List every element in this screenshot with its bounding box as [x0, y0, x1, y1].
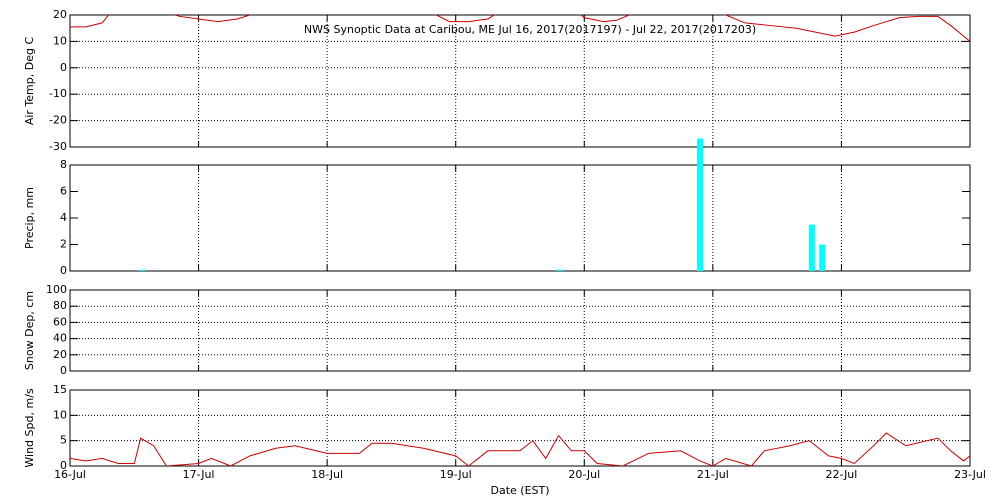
chart-title: NWS Synoptic Data at Caribou, ME Jul 16,…: [304, 23, 756, 36]
y-tick-label: -30: [49, 140, 67, 153]
y-tick-label: -20: [49, 114, 67, 127]
y-axis-label: Precip, mm: [23, 187, 36, 249]
y-tick-label: 0: [60, 61, 67, 74]
precip-bar: [808, 224, 815, 271]
y-tick-label: 100: [46, 283, 67, 296]
y-tick-label: 20: [53, 348, 67, 361]
x-tick-label: 22-Jul: [825, 468, 857, 481]
plot-frame: [69, 389, 971, 467]
y-tick-label: 40: [53, 332, 67, 345]
y-tick-label: 10: [53, 408, 67, 421]
y-tick-label: 0: [60, 264, 67, 277]
plot-frame: [69, 164, 971, 272]
y-tick-label: 6: [60, 185, 67, 198]
y-tick-label: 10: [53, 34, 67, 47]
y-tick-label: 4: [60, 211, 67, 224]
y-tick-label: 0: [60, 459, 67, 472]
x-axis-label: Date (EST): [490, 484, 549, 497]
x-tick-label: 23-Jul: [954, 468, 986, 481]
y-tick-label: 2: [60, 238, 67, 251]
precip-bar: [139, 269, 145, 271]
y-tick-label: 20: [53, 8, 67, 21]
y-tick-label: 60: [53, 315, 67, 328]
precip-bar: [819, 244, 826, 271]
y-axis-label: Snow Dep, cm: [23, 291, 36, 370]
y-axis-label: Wind Spd, m/s: [23, 388, 36, 468]
x-tick-label: 18-Jul: [311, 468, 343, 481]
plot-frame: [69, 289, 971, 372]
y-tick-label: 80: [53, 299, 67, 312]
precip-bar: [556, 269, 563, 271]
x-tick-label: 16-Jul: [54, 468, 86, 481]
y-tick-label: 15: [53, 383, 67, 396]
y-tick-label: 5: [60, 434, 67, 447]
y-axis-label: Air Temp, Deg C: [23, 37, 36, 126]
y-tick-label: 8: [60, 158, 67, 171]
x-tick-label: 19-Jul: [440, 468, 472, 481]
y-tick-label: 0: [60, 364, 67, 377]
y-tick-label: -10: [49, 87, 67, 100]
plot-frame: [69, 14, 971, 148]
x-tick-label: 17-Jul: [183, 468, 215, 481]
data-line: [70, 432, 970, 466]
data-line: [70, 15, 970, 42]
precip-bar: [697, 138, 703, 271]
x-tick-label: 20-Jul: [568, 468, 600, 481]
x-tick-label: 21-Jul: [697, 468, 729, 481]
